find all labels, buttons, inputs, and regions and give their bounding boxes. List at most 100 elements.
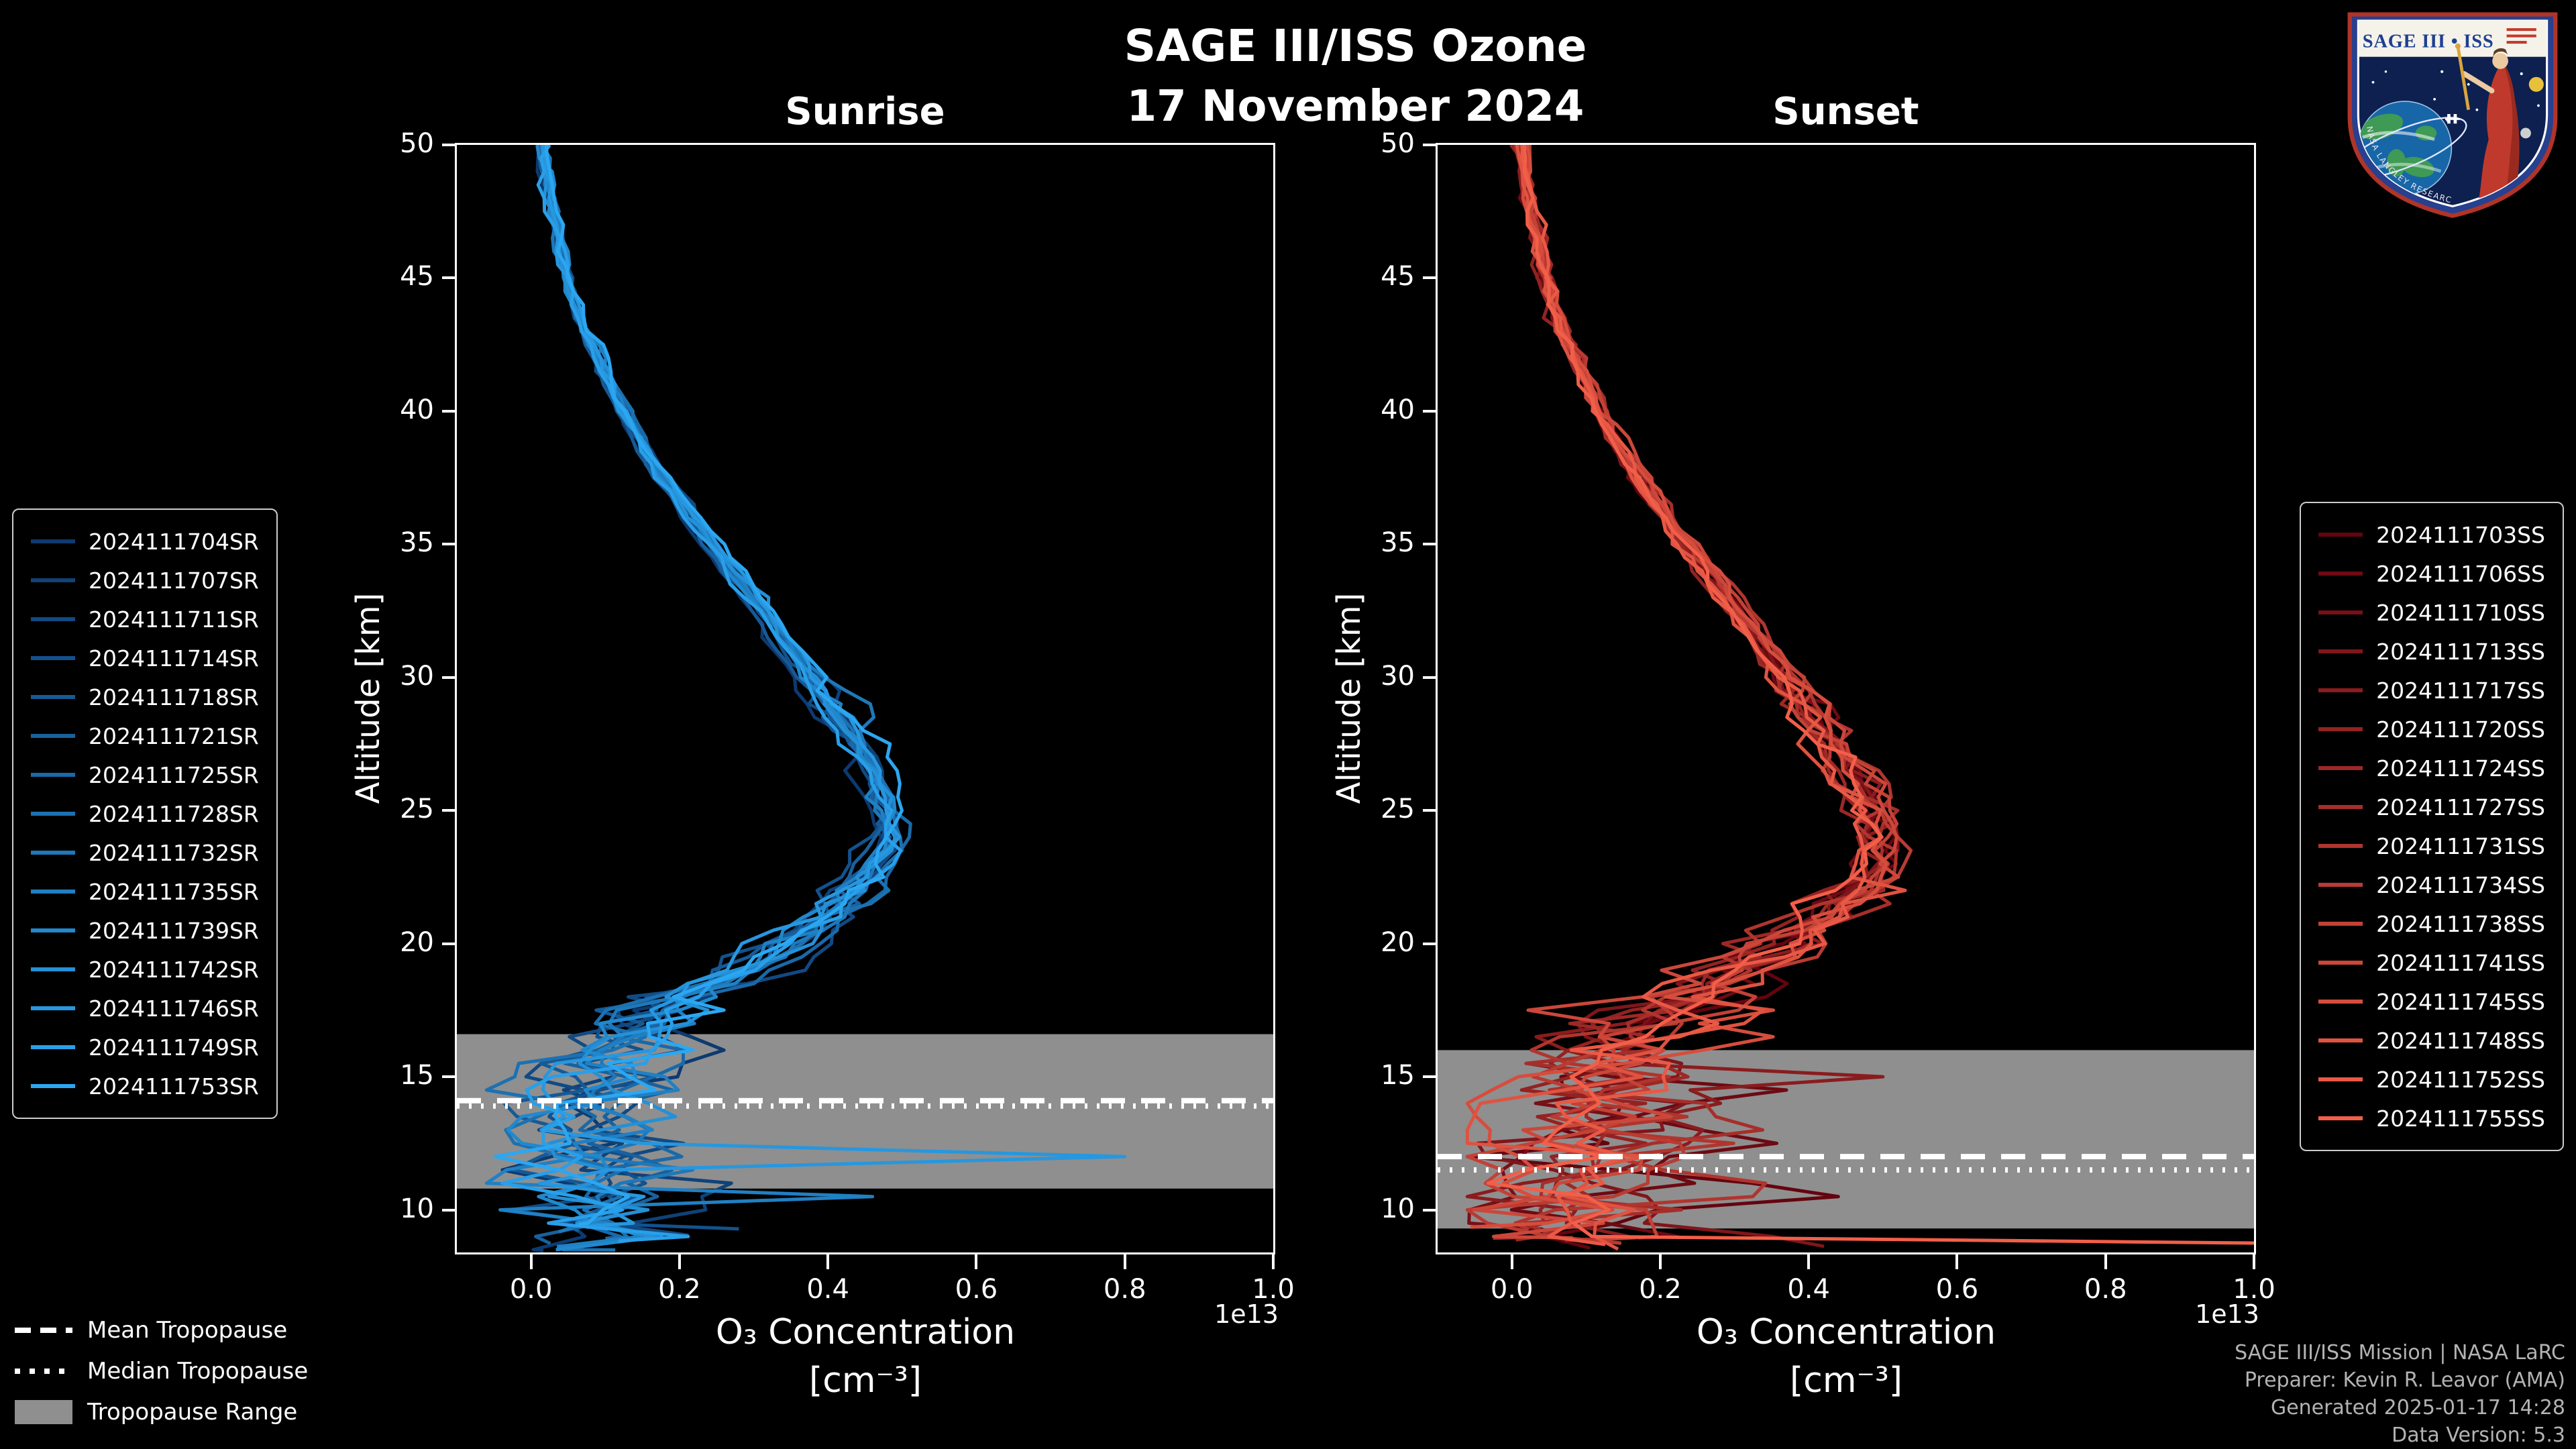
legend-item: 2024111753SR xyxy=(31,1067,259,1106)
legend-label: 2024111711SR xyxy=(89,606,259,633)
x-axis-label-sunrise: O₃ Concentration xyxy=(715,1312,1016,1352)
legend-line-sample xyxy=(31,1045,75,1049)
logo-red-text-line xyxy=(2506,28,2536,32)
legend-line-sample xyxy=(31,734,75,738)
x-tick-label: 0.6 xyxy=(955,1274,998,1305)
legend-label: 2024111703SS xyxy=(2376,521,2545,548)
legend-label: 2024111728SR xyxy=(89,800,259,827)
legend-item: 2024111728SR xyxy=(31,794,259,833)
tropopause-legend: Mean Tropopause Median Tropopause Tropop… xyxy=(15,1309,308,1432)
legend-item: 2024111718SR xyxy=(31,678,259,716)
legend-item: 2024111741SS xyxy=(2318,943,2545,982)
legend-item: 2024111703SS xyxy=(2318,515,2545,554)
legend-item: 2024111735SR xyxy=(31,872,259,911)
logo-red-text-line xyxy=(2506,40,2527,44)
legend-item: 2024111710SS xyxy=(2318,593,2545,632)
legend-line-sample xyxy=(2318,1038,2363,1042)
y-tick-label: 40 xyxy=(400,394,434,425)
y-tick-label: 10 xyxy=(400,1193,434,1224)
sunrise-panel-title: Sunrise xyxy=(785,90,945,133)
legend-item: 2024111704SR xyxy=(31,522,259,561)
x-axis-units-sunrise: [cm⁻³] xyxy=(808,1360,922,1401)
y-tick-label: 20 xyxy=(1381,926,1415,958)
legend-line-sample xyxy=(31,851,75,855)
y-tick-mark xyxy=(442,1208,457,1212)
x-tick-label: 0.2 xyxy=(1639,1274,1682,1305)
legend-item: 2024111725SR xyxy=(31,755,259,794)
sage-iss-logo: SAGE III • ISS xyxy=(2341,8,2558,218)
y-tick-mark xyxy=(442,276,457,280)
y-tick-label: 15 xyxy=(1381,1060,1415,1091)
legend-item: 2024111755SS xyxy=(2318,1099,2545,1138)
credit-data-version: Data Version: 5.3 xyxy=(2392,1424,2565,1447)
legend-label: 2024111745SS xyxy=(2376,988,2545,1015)
y-tick-label: 45 xyxy=(400,261,434,292)
y-tick-label: 35 xyxy=(400,527,434,559)
legend-item: 2024111745SS xyxy=(2318,982,2545,1021)
x-tick-mark xyxy=(2253,1254,2255,1269)
legend-item: 2024111746SR xyxy=(31,989,259,1028)
x-tick-mark xyxy=(678,1254,681,1269)
dashed-line-sample xyxy=(15,1327,72,1333)
legend-line-sample xyxy=(31,812,75,816)
x-tick-mark xyxy=(826,1254,830,1269)
legend-label: 2024111718SR xyxy=(89,684,259,710)
y-tick-mark xyxy=(442,543,457,546)
legend-item: 2024111734SS xyxy=(2318,865,2545,904)
y-tick-label: 20 xyxy=(400,926,434,958)
y-tick-mark xyxy=(1423,809,1438,812)
legend-label: 2024111704SR xyxy=(89,528,259,555)
x-tick-mark xyxy=(1807,1254,1811,1269)
y-axis-label-sunrise: Altitude [km] xyxy=(350,592,387,804)
legend-line-sample xyxy=(31,1006,75,1010)
ozone-profile-2024111753SR xyxy=(493,145,904,1226)
logo-title: SAGE III • ISS xyxy=(2363,31,2494,52)
y-tick-label: 50 xyxy=(400,128,434,159)
legend-item: 2024111739SR xyxy=(31,911,259,950)
legend-line-sample xyxy=(31,773,75,777)
legend-label: 2024111746SR xyxy=(89,995,259,1022)
logo-red-text-line xyxy=(2506,34,2536,38)
legend-item: 2024111732SR xyxy=(31,833,259,872)
legend-line-sample xyxy=(2318,844,2363,848)
x-tick-mark xyxy=(1123,1254,1126,1269)
figure-date: 17 November 2024 xyxy=(1126,82,1585,131)
legend-label: 2024111749SR xyxy=(89,1034,259,1061)
legend-line-sample xyxy=(2318,1116,2363,1120)
logo-moon xyxy=(2520,127,2531,139)
x-axis-label-sunset: O₃ Concentration xyxy=(1696,1312,1996,1352)
legend-line-sample xyxy=(31,928,75,932)
legend-label: 2024111724SS xyxy=(2376,755,2545,782)
x-axis-offset-sunrise: 1e13 xyxy=(1214,1299,1279,1329)
logo-sun xyxy=(2528,76,2544,92)
legend-label: 2024111727SS xyxy=(2376,794,2545,820)
legend-label: 2024111732SR xyxy=(89,839,259,866)
x-tick-label: 0.2 xyxy=(658,1274,701,1305)
legend-label: 2024111710SS xyxy=(2376,599,2545,626)
legend-item: 2024111742SR xyxy=(31,950,259,989)
x-tick-mark xyxy=(2104,1254,2107,1269)
y-tick-mark xyxy=(1423,276,1438,280)
figure-title: SAGE III/ISS Ozone xyxy=(1124,20,1587,72)
legend-item: 2024111748SS xyxy=(2318,1021,2545,1060)
legend-line-sample xyxy=(31,617,75,621)
legend-item-median-tropopause: Median Tropopause xyxy=(15,1350,308,1391)
legend-line-sample xyxy=(31,1084,75,1088)
legend-line-sample xyxy=(31,656,75,660)
x-tick-mark xyxy=(1510,1254,1513,1269)
legend-item: 2024111724SS xyxy=(2318,749,2545,788)
y-tick-mark xyxy=(1423,1208,1438,1212)
legend-line-sample xyxy=(2318,883,2363,887)
legend-label: 2024111721SR xyxy=(89,722,259,749)
x-axis-offset-sunset: 1e13 xyxy=(2195,1299,2259,1329)
logo-orbit xyxy=(2358,117,2467,179)
ozone-profile-2024111749SR xyxy=(500,145,902,1243)
legend-line-sample xyxy=(2318,1077,2363,1081)
legend-label: 2024111706SS xyxy=(2376,560,2545,587)
legend-item: 2024111738SS xyxy=(2318,904,2545,943)
y-tick-mark xyxy=(442,676,457,679)
y-tick-mark xyxy=(442,409,457,413)
x-tick-label: 0.0 xyxy=(509,1274,553,1305)
x-tick-mark xyxy=(975,1254,978,1269)
legend-label: 2024111725SR xyxy=(89,761,259,788)
